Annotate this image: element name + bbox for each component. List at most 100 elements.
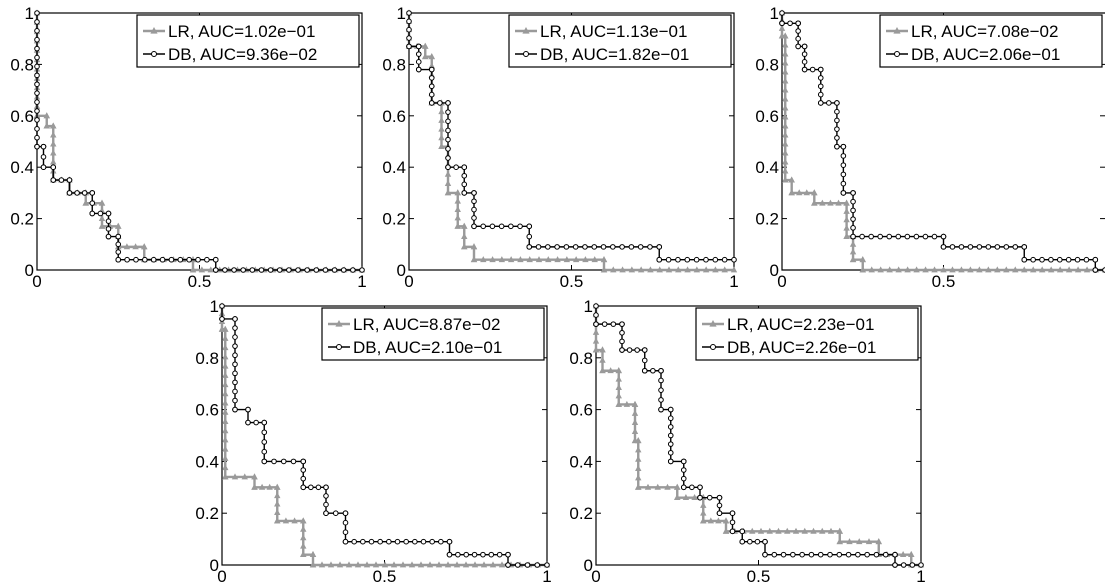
x-tick-label: 0.5 [747, 567, 771, 586]
data-point [105, 210, 112, 217]
data-point [850, 207, 856, 214]
data-point [958, 244, 965, 250]
legend-label: DB, AUC=2.26e−01 [727, 338, 876, 357]
y-tick-label: 0 [584, 556, 593, 575]
y-tick-label: 0.6 [569, 401, 593, 420]
x-tick-label: 1 [542, 567, 551, 586]
data-point [591, 244, 598, 250]
data-point [795, 28, 801, 34]
data-point [803, 189, 810, 196]
data-point [849, 256, 857, 263]
data-point [123, 243, 131, 250]
data-point [877, 233, 883, 240]
data-point [454, 214, 461, 221]
data-point [792, 527, 800, 534]
series-db [779, 10, 1105, 273]
data-point [865, 538, 873, 545]
legend-label: LR, AUC=2.23e−01 [727, 315, 874, 334]
data-point [631, 409, 639, 416]
data-point [222, 427, 229, 434]
data-point [34, 117, 40, 123]
data-point [834, 117, 840, 124]
data-point [931, 266, 938, 273]
data-point [445, 146, 451, 152]
data-point [703, 256, 709, 263]
data-point [323, 484, 329, 491]
data-point [931, 233, 938, 240]
x-tick-label: 0 [777, 272, 786, 291]
data-point [535, 244, 542, 250]
data-point [778, 24, 786, 31]
data-point [684, 256, 691, 263]
data-point [444, 180, 452, 187]
data-point [599, 346, 606, 353]
data-point [913, 233, 920, 240]
data-point [271, 458, 277, 465]
data-point [232, 325, 238, 331]
data-point [826, 100, 832, 106]
data-point [1021, 256, 1028, 263]
data-point [918, 562, 924, 568]
data-point [1003, 266, 1010, 273]
data-point [381, 561, 389, 568]
data-point [801, 51, 808, 57]
y-tick-label: 0.8 [195, 349, 219, 368]
data-point [489, 223, 496, 230]
legend-box [321, 307, 545, 361]
data-point [480, 551, 486, 558]
data-point [788, 189, 795, 196]
data-point [850, 216, 856, 222]
data-point [50, 177, 57, 183]
x-tick-label: 0 [591, 567, 600, 586]
data-point [34, 72, 40, 79]
data-point [498, 256, 506, 263]
data-point [290, 458, 297, 465]
data-point [177, 256, 184, 263]
data-point [463, 551, 470, 558]
x-tick-label: 0.5 [373, 567, 397, 586]
y-tick-label: 0 [210, 556, 219, 575]
data-point [782, 131, 789, 138]
data-point [222, 381, 229, 388]
data-point [716, 510, 723, 517]
data-point [827, 527, 835, 534]
data-point [976, 244, 983, 250]
legend-marker [335, 320, 343, 327]
series-lr [778, 9, 1105, 273]
legend-box [136, 14, 360, 68]
data-point [843, 216, 850, 223]
data-point [667, 432, 674, 439]
data-point [790, 551, 796, 558]
data-point [304, 267, 310, 273]
data-point [729, 528, 736, 535]
data-point [261, 439, 268, 445]
data-point [782, 122, 789, 129]
data-point [438, 108, 445, 115]
legend-marker [893, 27, 901, 34]
data-point [940, 233, 947, 240]
data-point [471, 198, 477, 205]
data-point [34, 19, 40, 25]
data-point [757, 527, 765, 534]
data-point [631, 428, 639, 435]
data-point [505, 562, 511, 568]
data-point [232, 388, 238, 395]
data-point [619, 266, 626, 273]
data-point [771, 551, 778, 558]
legend-marker [151, 51, 157, 57]
y-tick-label: 1 [397, 4, 406, 23]
data-point [359, 267, 365, 273]
legend: LR, AUC=7.08e−02 DB, AUC=2.06e−01 [879, 14, 1103, 68]
data-point [904, 266, 911, 273]
data-point [524, 562, 531, 568]
data-point [300, 551, 307, 558]
data-point [693, 266, 701, 273]
data-point [258, 483, 266, 490]
data-point [545, 256, 552, 263]
data-point [680, 467, 687, 473]
data-point [444, 170, 452, 177]
data-point [626, 347, 633, 353]
data-point [291, 517, 298, 524]
data-point [895, 266, 902, 273]
data-point [204, 256, 210, 263]
